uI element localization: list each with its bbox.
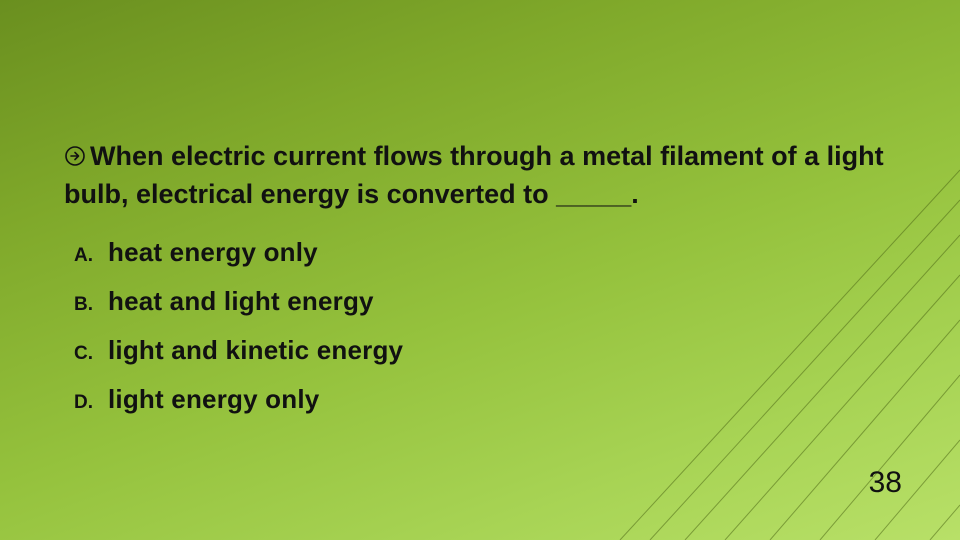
circled-arrow-icon bbox=[64, 140, 86, 176]
page-number: 38 bbox=[869, 466, 902, 500]
slide-container: When electric current flows through a me… bbox=[0, 0, 960, 540]
option-letter: B. bbox=[74, 294, 108, 316]
option-letter: D. bbox=[74, 392, 108, 414]
option-text: heat energy only bbox=[108, 237, 318, 268]
option-text: heat and light energy bbox=[108, 286, 374, 317]
option-text: light and kinetic energy bbox=[108, 335, 403, 366]
option-d: D. light energy only bbox=[74, 384, 900, 415]
option-b: B. heat and light energy bbox=[74, 286, 900, 317]
option-letter: C. bbox=[74, 343, 108, 365]
option-a: A. heat energy only bbox=[74, 237, 900, 268]
question-content: When electric current flows through a me… bbox=[64, 141, 884, 209]
question-text: When electric current flows through a me… bbox=[60, 138, 900, 213]
option-c: C. light and kinetic energy bbox=[74, 335, 900, 366]
options-list: A. heat energy only B. heat and light en… bbox=[60, 237, 900, 415]
option-text: light energy only bbox=[108, 384, 319, 415]
option-letter: A. bbox=[74, 245, 108, 267]
